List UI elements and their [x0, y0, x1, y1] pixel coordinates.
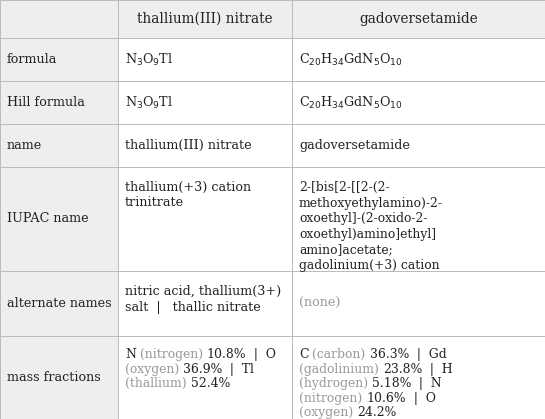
Text: IUPAC name: IUPAC name: [7, 212, 89, 225]
Text: C$_{20}$H$_{34}$GdN$_5$O$_{10}$: C$_{20}$H$_{34}$GdN$_5$O$_{10}$: [299, 94, 403, 111]
Text: N$_3$O$_9$Tl: N$_3$O$_9$Tl: [125, 94, 173, 111]
Bar: [118, 124, 292, 167]
Bar: [118, 167, 292, 271]
Text: Hill formula: Hill formula: [7, 96, 85, 109]
Bar: [0, 81, 118, 124]
Text: methoxyethylamino)-2-: methoxyethylamino)-2-: [299, 197, 443, 210]
Text: gadoversetamide: gadoversetamide: [299, 139, 410, 152]
Bar: [118, 38, 292, 81]
Text: trinitrate: trinitrate: [125, 197, 184, 210]
Text: nitric acid, thallium(3+): nitric acid, thallium(3+): [125, 285, 281, 298]
Text: (nitrogen): (nitrogen): [136, 348, 207, 361]
Text: 52.4%: 52.4%: [191, 377, 230, 390]
Bar: [0, 124, 118, 167]
Text: thallium(III) nitrate: thallium(III) nitrate: [125, 139, 252, 152]
Text: |  H: | H: [422, 362, 453, 375]
Text: 10.8%: 10.8%: [207, 348, 246, 361]
Text: alternate names: alternate names: [7, 297, 112, 310]
Text: |  N: | N: [411, 377, 442, 390]
Text: oxoethyl)amino]ethyl]: oxoethyl)amino]ethyl]: [299, 228, 436, 241]
Text: 10.6%: 10.6%: [366, 391, 405, 404]
Bar: [118, 336, 292, 419]
Text: 36.3%: 36.3%: [370, 348, 409, 361]
Bar: [292, 38, 545, 81]
Bar: [292, 0, 545, 38]
Text: formula: formula: [7, 53, 57, 66]
Text: (oxygen): (oxygen): [299, 406, 357, 419]
Bar: [292, 167, 545, 271]
Text: (nitrogen): (nitrogen): [299, 391, 366, 404]
Text: thallium(III) nitrate: thallium(III) nitrate: [137, 12, 273, 26]
Text: salt  |   thallic nitrate: salt | thallic nitrate: [125, 300, 261, 313]
Text: (none): (none): [299, 297, 341, 310]
Bar: [0, 336, 118, 419]
Bar: [118, 81, 292, 124]
Text: |  O: | O: [405, 391, 435, 404]
Text: C$_{20}$H$_{34}$GdN$_5$O$_{10}$: C$_{20}$H$_{34}$GdN$_5$O$_{10}$: [299, 52, 403, 67]
Text: mass fractions: mass fractions: [7, 371, 101, 384]
Bar: [292, 81, 545, 124]
Text: 23.8%: 23.8%: [383, 362, 422, 375]
Bar: [292, 271, 545, 336]
Bar: [0, 0, 118, 38]
Text: (gadolinium): (gadolinium): [299, 362, 383, 375]
Bar: [292, 124, 545, 167]
Bar: [118, 271, 292, 336]
Text: C: C: [299, 348, 308, 361]
Text: N: N: [125, 348, 136, 361]
Text: gadolinium(+3) cation: gadolinium(+3) cation: [299, 259, 440, 272]
Text: 36.9%: 36.9%: [183, 362, 222, 375]
Bar: [0, 271, 118, 336]
Text: 2-[bis[2-[[2-(2-: 2-[bis[2-[[2-(2-: [299, 181, 390, 194]
Text: amino]acetate;: amino]acetate;: [299, 243, 393, 256]
Text: (thallium): (thallium): [125, 377, 191, 390]
Text: |  O: | O: [246, 348, 276, 361]
Bar: [0, 167, 118, 271]
Text: N$_3$O$_9$Tl: N$_3$O$_9$Tl: [125, 52, 173, 67]
Bar: [292, 336, 545, 419]
Text: |  Gd: | Gd: [409, 348, 446, 361]
Text: |  Tl: | Tl: [222, 362, 255, 375]
Text: (hydrogen): (hydrogen): [299, 377, 372, 390]
Text: (oxygen): (oxygen): [125, 362, 183, 375]
Text: 24.2%: 24.2%: [357, 406, 396, 419]
Bar: [118, 0, 292, 38]
Text: gadoversetamide: gadoversetamide: [359, 12, 478, 26]
Text: oxoethyl]-(2-oxido-2-: oxoethyl]-(2-oxido-2-: [299, 212, 427, 225]
Text: name: name: [7, 139, 43, 152]
Bar: [0, 38, 118, 81]
Text: (carbon): (carbon): [308, 348, 370, 361]
Text: 5.18%: 5.18%: [372, 377, 411, 390]
Text: thallium(+3) cation: thallium(+3) cation: [125, 181, 251, 194]
